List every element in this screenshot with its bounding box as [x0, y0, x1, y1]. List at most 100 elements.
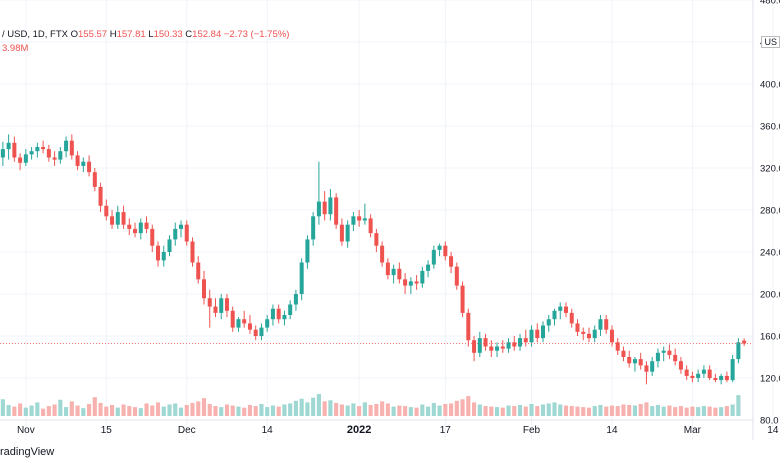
volume-bar — [138, 408, 143, 416]
time-tick-label: 17 — [440, 425, 452, 436]
volume-bar — [230, 405, 235, 416]
volume-bar — [52, 404, 57, 416]
candle-body — [69, 140, 74, 156]
candle-body — [615, 342, 620, 351]
candle-body — [632, 359, 637, 364]
volume-bar — [265, 407, 270, 416]
candle-body — [385, 262, 390, 276]
volume-bar — [540, 404, 546, 416]
candle-body — [98, 186, 103, 206]
candle-body — [420, 270, 425, 284]
volume-bar — [581, 407, 586, 416]
candle-body — [449, 256, 454, 267]
volume-bar — [449, 403, 454, 416]
candle-body — [12, 142, 17, 158]
candle-body — [322, 201, 327, 215]
volume-bar — [178, 407, 184, 416]
candle-body — [518, 338, 523, 347]
volume-bar — [276, 406, 281, 416]
volume-bar — [592, 406, 597, 416]
candle-body — [552, 310, 557, 320]
candle-body — [104, 205, 109, 217]
volume-bar — [632, 405, 638, 416]
candle-body — [563, 306, 569, 313]
candle-body — [621, 350, 626, 357]
price-tick-label: 280.0 — [760, 206, 780, 217]
symbol-label[interactable]: / USD, 1D, FTX — [2, 29, 68, 40]
candle-body — [305, 239, 310, 263]
close-value: 152.84 — [192, 29, 222, 40]
candle-body — [736, 342, 741, 360]
volume-bar — [328, 400, 333, 416]
volume-bar — [12, 406, 17, 416]
price-scale-tag[interactable]: US — [761, 36, 780, 48]
candle-body — [328, 197, 333, 215]
time-tick-label: 2022 — [347, 424, 371, 436]
candle-body — [41, 147, 46, 150]
change-value: −2.73 (−1.75%) — [223, 29, 290, 40]
volume-bar — [500, 407, 505, 416]
volume-bar — [322, 401, 327, 416]
volume-bar — [655, 405, 661, 416]
volume-bar — [201, 398, 207, 416]
candle-body — [92, 172, 97, 187]
volume-value: 3.98M — [2, 43, 29, 54]
candle-body — [598, 319, 603, 330]
candle-body — [644, 365, 649, 372]
volume-bar — [724, 406, 729, 416]
volume-bar — [621, 404, 626, 416]
volume-bar — [41, 408, 46, 416]
price-tick-label: 120.0 — [760, 374, 780, 385]
candle-body — [18, 157, 23, 163]
candle-body — [454, 266, 459, 286]
price-axis[interactable]: 80.0 120.0 160.0 200.0 240.0 280.0 320.0 360.0 4… — [760, 0, 780, 427]
volume-bars — [0, 394, 741, 416]
candle-body — [276, 308, 281, 320]
volume-bar — [678, 406, 683, 416]
volume-bar — [46, 406, 51, 416]
price-tick-label: 80.0 — [760, 416, 779, 427]
candle-body — [121, 212, 126, 225]
volume-bar — [334, 402, 339, 416]
candle-body — [52, 157, 57, 160]
volume-bar — [512, 406, 517, 416]
candle-body — [178, 224, 184, 229]
candle-body — [224, 298, 229, 311]
volume-bar — [311, 397, 316, 416]
volume-bar — [247, 405, 253, 416]
volume-bar — [615, 406, 620, 416]
candle-body — [190, 241, 195, 263]
volume-bar — [184, 405, 189, 416]
volume-bar — [661, 406, 666, 416]
time-tick-label: Nov — [17, 425, 35, 436]
candle-body — [236, 319, 241, 328]
volume-bar — [69, 401, 74, 416]
candle-body — [230, 310, 235, 328]
high-label: H — [109, 29, 117, 40]
volume-bar — [437, 405, 442, 416]
volume-bar — [6, 405, 11, 416]
volume-bar — [523, 406, 528, 416]
volume-bar — [259, 403, 264, 416]
time-axis[interactable]: Nov 15 Dec 14 2022 17 Feb 14 Mar 14 — [17, 424, 779, 436]
volume-bar — [270, 405, 276, 416]
volume-bar — [305, 402, 310, 416]
volume-bar — [150, 405, 155, 416]
volume-bar — [673, 407, 678, 416]
time-tick-label: Dec — [178, 425, 196, 436]
candle-body — [477, 338, 482, 353]
candle-body — [87, 161, 92, 173]
volume-bar — [357, 406, 362, 416]
volume-bar — [362, 402, 367, 416]
volume-bar — [420, 404, 425, 416]
candle-body — [724, 375, 729, 381]
volume-bar — [517, 405, 523, 416]
candle-body — [575, 323, 580, 332]
candle-body — [443, 245, 448, 257]
volume-bar — [696, 407, 701, 416]
candle-body — [535, 329, 540, 339]
tradingview-brand[interactable]: radingView — [0, 446, 55, 458]
candle-body — [719, 375, 724, 381]
candle-body — [299, 262, 304, 294]
